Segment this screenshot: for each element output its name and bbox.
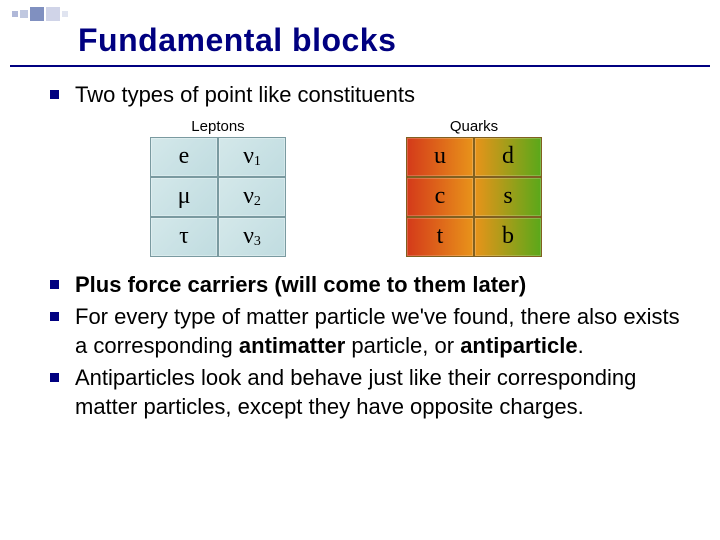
bullet-icon	[50, 312, 59, 321]
quark-cell: t	[406, 217, 474, 257]
bullet-text: For every type of matter particle we've …	[75, 303, 690, 360]
deco-square	[12, 11, 18, 17]
leptons-label: Leptons	[191, 118, 244, 135]
quarks-label: Quarks	[450, 118, 498, 135]
lepton-cell: e	[150, 137, 218, 177]
deco-square	[62, 11, 68, 17]
tables-row: Leptons eν1μν2τν3 Quarks udcstb	[150, 118, 690, 257]
quark-cell: u	[406, 137, 474, 177]
bullet-icon	[50, 90, 59, 99]
content-area: Two types of point like constituents Lep…	[0, 81, 720, 422]
quark-cell: d	[474, 137, 542, 177]
quark-cell: b	[474, 217, 542, 257]
bullet-item: Two types of point like constituents	[50, 81, 690, 110]
leptons-table: eν1μν2τν3	[150, 137, 286, 257]
lepton-cell: τ	[150, 217, 218, 257]
quarks-group: Quarks udcstb	[406, 118, 542, 257]
bullet-item: Plus force carriers (will come to them l…	[50, 271, 690, 300]
bullet-icon	[50, 373, 59, 382]
bullet-text: Antiparticles look and behave just like …	[75, 364, 690, 421]
leptons-group: Leptons eν1μν2τν3	[150, 118, 286, 257]
title-underline	[10, 65, 710, 67]
lepton-cell: μ	[150, 177, 218, 217]
bullet-item: Antiparticles look and behave just like …	[50, 364, 690, 421]
deco-square	[46, 7, 60, 21]
lepton-cell: ν2	[218, 177, 286, 217]
bullet-text: Plus force carriers (will come to them l…	[75, 271, 526, 300]
quark-cell: c	[406, 177, 474, 217]
slide-decoration	[0, 0, 720, 28]
bullet-icon	[50, 280, 59, 289]
lepton-cell: ν1	[218, 137, 286, 177]
deco-square	[30, 7, 44, 21]
lepton-cell: ν3	[218, 217, 286, 257]
deco-square	[20, 10, 28, 18]
quark-cell: s	[474, 177, 542, 217]
bullet-text: Two types of point like constituents	[75, 81, 415, 110]
bullet-item: For every type of matter particle we've …	[50, 303, 690, 360]
quarks-table: udcstb	[406, 137, 542, 257]
